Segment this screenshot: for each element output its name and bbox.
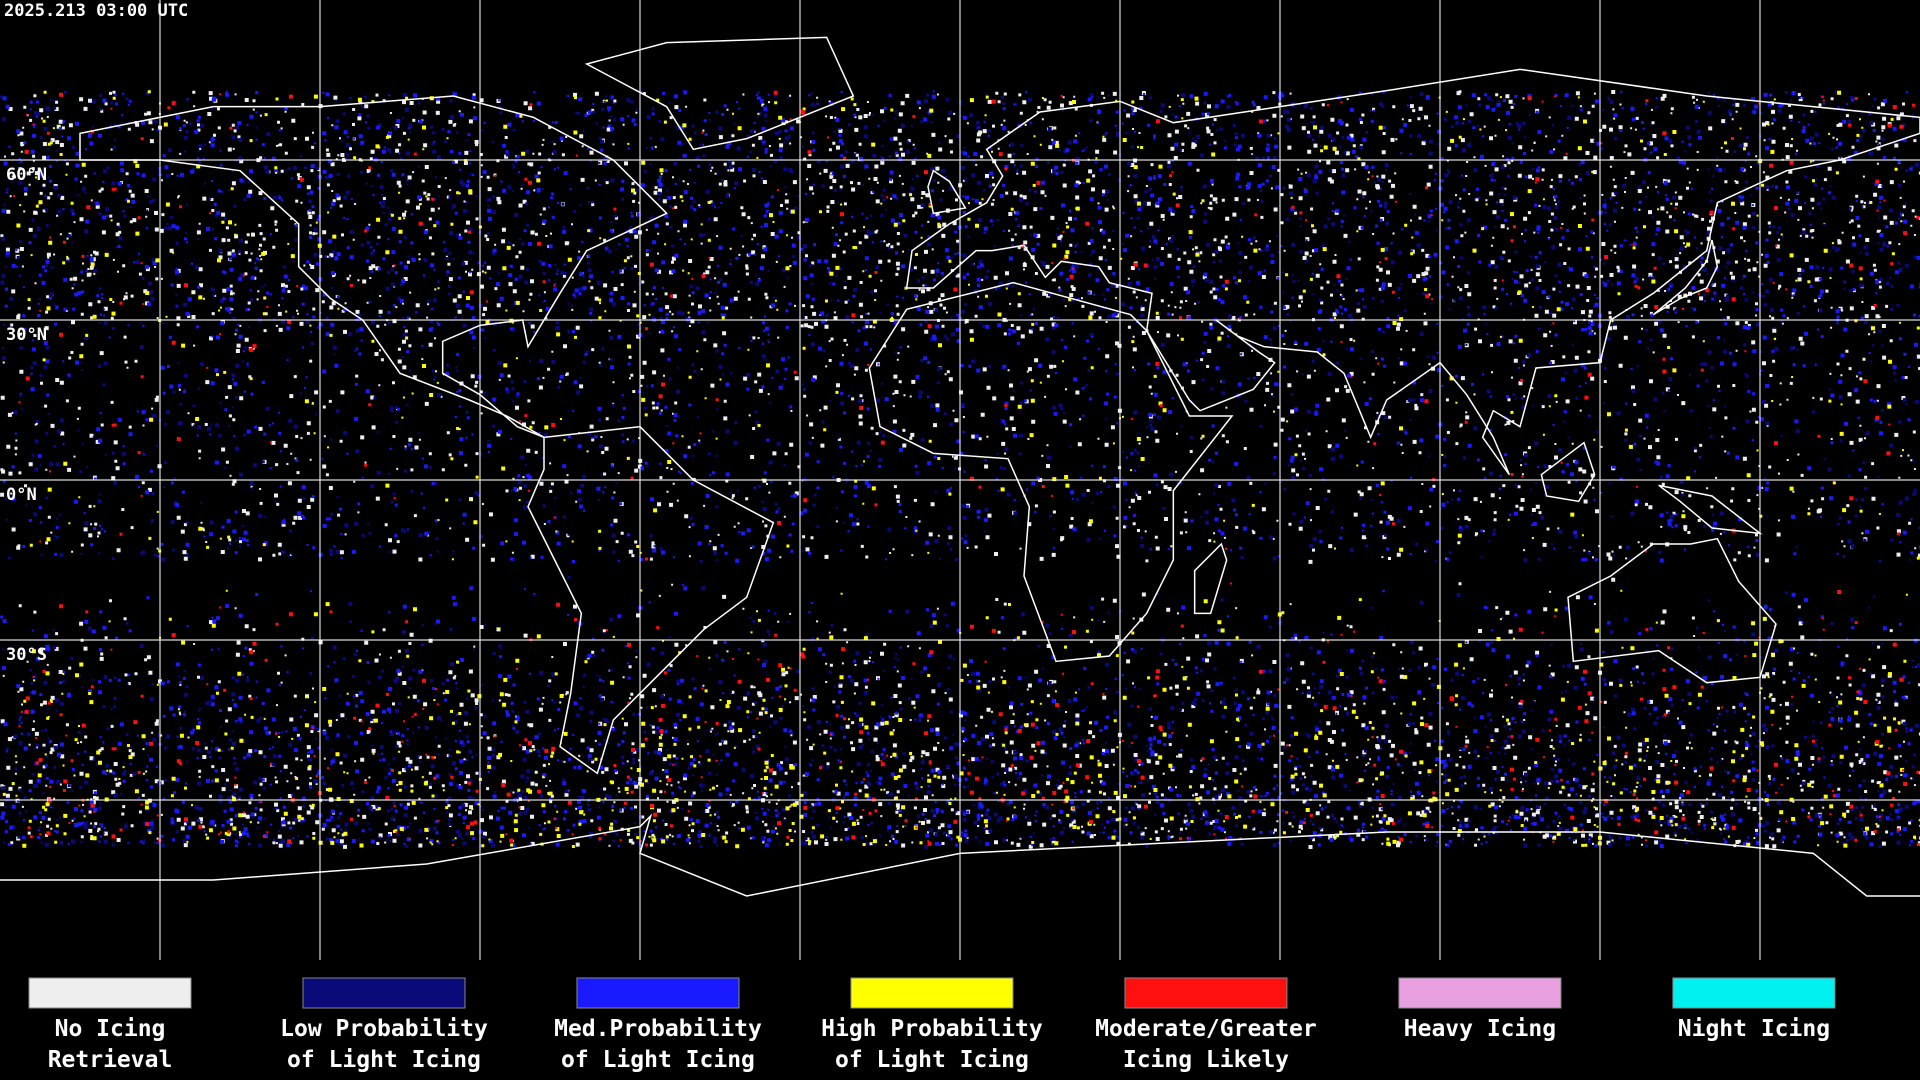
legend-label: Low Probability: [280, 1016, 488, 1042]
legend-label: of Light Icing: [835, 1047, 1029, 1073]
legend-label: Icing Likely: [1123, 1047, 1289, 1073]
south-america: [528, 427, 773, 774]
legend-label: Night Icing: [1678, 1016, 1830, 1042]
latitude-label: 30°N: [6, 325, 47, 345]
australia: [1568, 539, 1776, 683]
coastlines: [0, 37, 1920, 896]
legend-swatch: [576, 977, 740, 1009]
legend-swatch: [1124, 977, 1288, 1009]
legend-label: Heavy Icing: [1404, 1016, 1556, 1042]
legend-swatch: [1398, 977, 1562, 1009]
borneo: [1541, 443, 1594, 502]
greenland: [587, 37, 854, 149]
legend-label: Moderate/Greater: [1095, 1016, 1317, 1042]
legend-label: No Icing: [55, 1016, 166, 1042]
legend-swatch: [302, 977, 466, 1009]
legend-label: of Light Icing: [561, 1047, 755, 1073]
legend-label: Retrieval: [48, 1047, 173, 1073]
legend: No Icing Retrieval Low Probability of Light…: [28, 977, 1836, 1073]
africa: [869, 283, 1232, 662]
north-america: [80, 96, 667, 437]
antarctica: [0, 816, 1920, 896]
graticule: [0, 0, 1920, 960]
legend-label: of Light Icing: [287, 1047, 481, 1073]
latitude-label: 0°N: [6, 485, 37, 505]
new-guinea: [1659, 485, 1760, 533]
icing-pixels: [0, 90, 1920, 849]
madagascar: [1195, 544, 1227, 613]
latitude-label: 60°N: [6, 165, 47, 185]
legend-label: Med.Probability: [554, 1016, 762, 1042]
timestamp: 2025.213 03:00 UTC: [4, 1, 188, 21]
legend-swatch: [28, 977, 192, 1009]
japan: [1653, 240, 1717, 315]
latitude-label: 30°S: [6, 645, 47, 665]
legend-label: High Probability: [821, 1016, 1043, 1042]
legend-swatch: [850, 977, 1014, 1009]
eurasia: [907, 69, 1920, 474]
legend-swatch: [1672, 977, 1836, 1009]
